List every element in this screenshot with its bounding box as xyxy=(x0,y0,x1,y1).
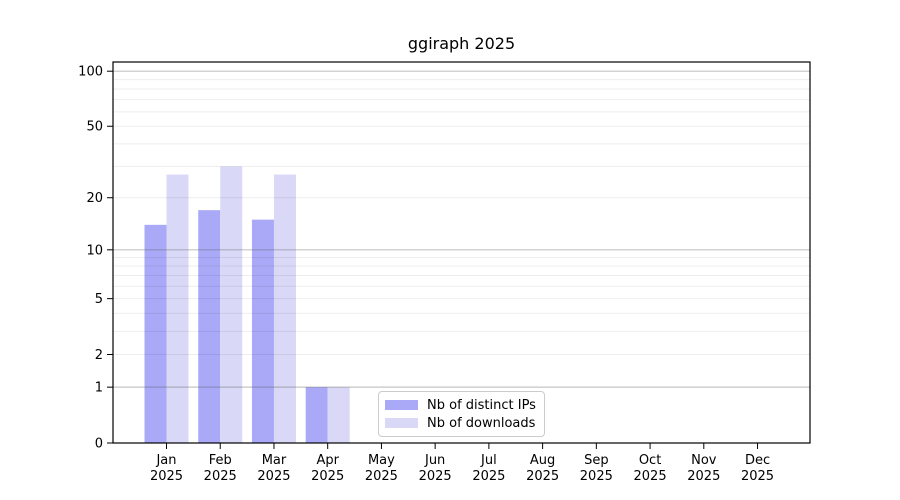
bar xyxy=(220,166,243,443)
legend: Nb of distinct IPs Nb of downloads xyxy=(378,391,545,437)
bar xyxy=(251,219,274,443)
x-tick-label-month: Dec xyxy=(745,453,770,468)
y-axis: 0 1 2 5 10 20 50 100 xyxy=(78,65,113,452)
x-tick-label-year: 2025 xyxy=(741,469,774,484)
x-tick-label-month: Jan xyxy=(155,453,176,468)
y-tick-label: 1 xyxy=(95,381,103,396)
x-tick-label-month: Jun xyxy=(424,453,445,468)
y-tick-label: 20 xyxy=(86,191,103,206)
bar xyxy=(327,387,350,443)
y-tick-label: 2 xyxy=(95,348,103,363)
y-tick-label: 10 xyxy=(86,243,103,258)
x-tick-label-year: 2025 xyxy=(365,469,398,484)
x-tick-label-month: Sep xyxy=(584,453,609,468)
x-tick-label-year: 2025 xyxy=(204,469,237,484)
gridlines xyxy=(113,70,810,388)
legend-swatch-distinct-ips xyxy=(385,400,418,410)
x-axis: Jan2025Feb2025Mar2025Apr2025May2025Jun20… xyxy=(150,443,774,484)
x-tick-label-month: Jul xyxy=(480,453,497,468)
legend-label-downloads: Nb of downloads xyxy=(427,415,536,431)
x-tick-label-year: 2025 xyxy=(150,469,183,484)
y-tick-label: 5 xyxy=(95,292,103,307)
x-tick-label-month: Aug xyxy=(530,453,555,468)
legend-item-downloads: Nb of downloads xyxy=(385,415,536,431)
x-tick-label-month: Feb xyxy=(209,453,232,468)
y-tick-label: 100 xyxy=(78,65,103,80)
y-tick-label: 0 xyxy=(95,437,103,452)
bars-distinct-ips xyxy=(144,210,328,443)
bar xyxy=(273,174,296,443)
chart-title: ggiraph 2025 xyxy=(407,34,516,53)
bar xyxy=(198,210,221,443)
y-tick-label: 50 xyxy=(86,120,103,135)
legend-swatch-downloads xyxy=(385,418,418,428)
x-tick-label-year: 2025 xyxy=(311,469,344,484)
x-tick-label-year: 2025 xyxy=(634,469,667,484)
x-tick-label-month: Apr xyxy=(316,453,339,468)
x-tick-label-year: 2025 xyxy=(526,469,559,484)
x-tick-label-year: 2025 xyxy=(257,469,290,484)
x-tick-label-month: May xyxy=(368,453,395,468)
bar xyxy=(166,174,189,443)
x-tick-label-month: Mar xyxy=(262,453,287,468)
x-tick-label-year: 2025 xyxy=(419,469,452,484)
x-tick-label-month: Oct xyxy=(639,453,661,468)
legend-label-distinct-ips: Nb of distinct IPs xyxy=(427,397,536,413)
legend-item-distinct-ips: Nb of distinct IPs xyxy=(385,397,536,413)
x-tick-label-year: 2025 xyxy=(472,469,505,484)
x-tick-label-month: Nov xyxy=(691,453,717,468)
x-tick-label-year: 2025 xyxy=(687,469,720,484)
plot-border xyxy=(112,61,811,444)
bar xyxy=(144,224,167,443)
bar xyxy=(305,387,328,443)
x-tick-label-year: 2025 xyxy=(580,469,613,484)
bars-downloads xyxy=(166,166,350,443)
